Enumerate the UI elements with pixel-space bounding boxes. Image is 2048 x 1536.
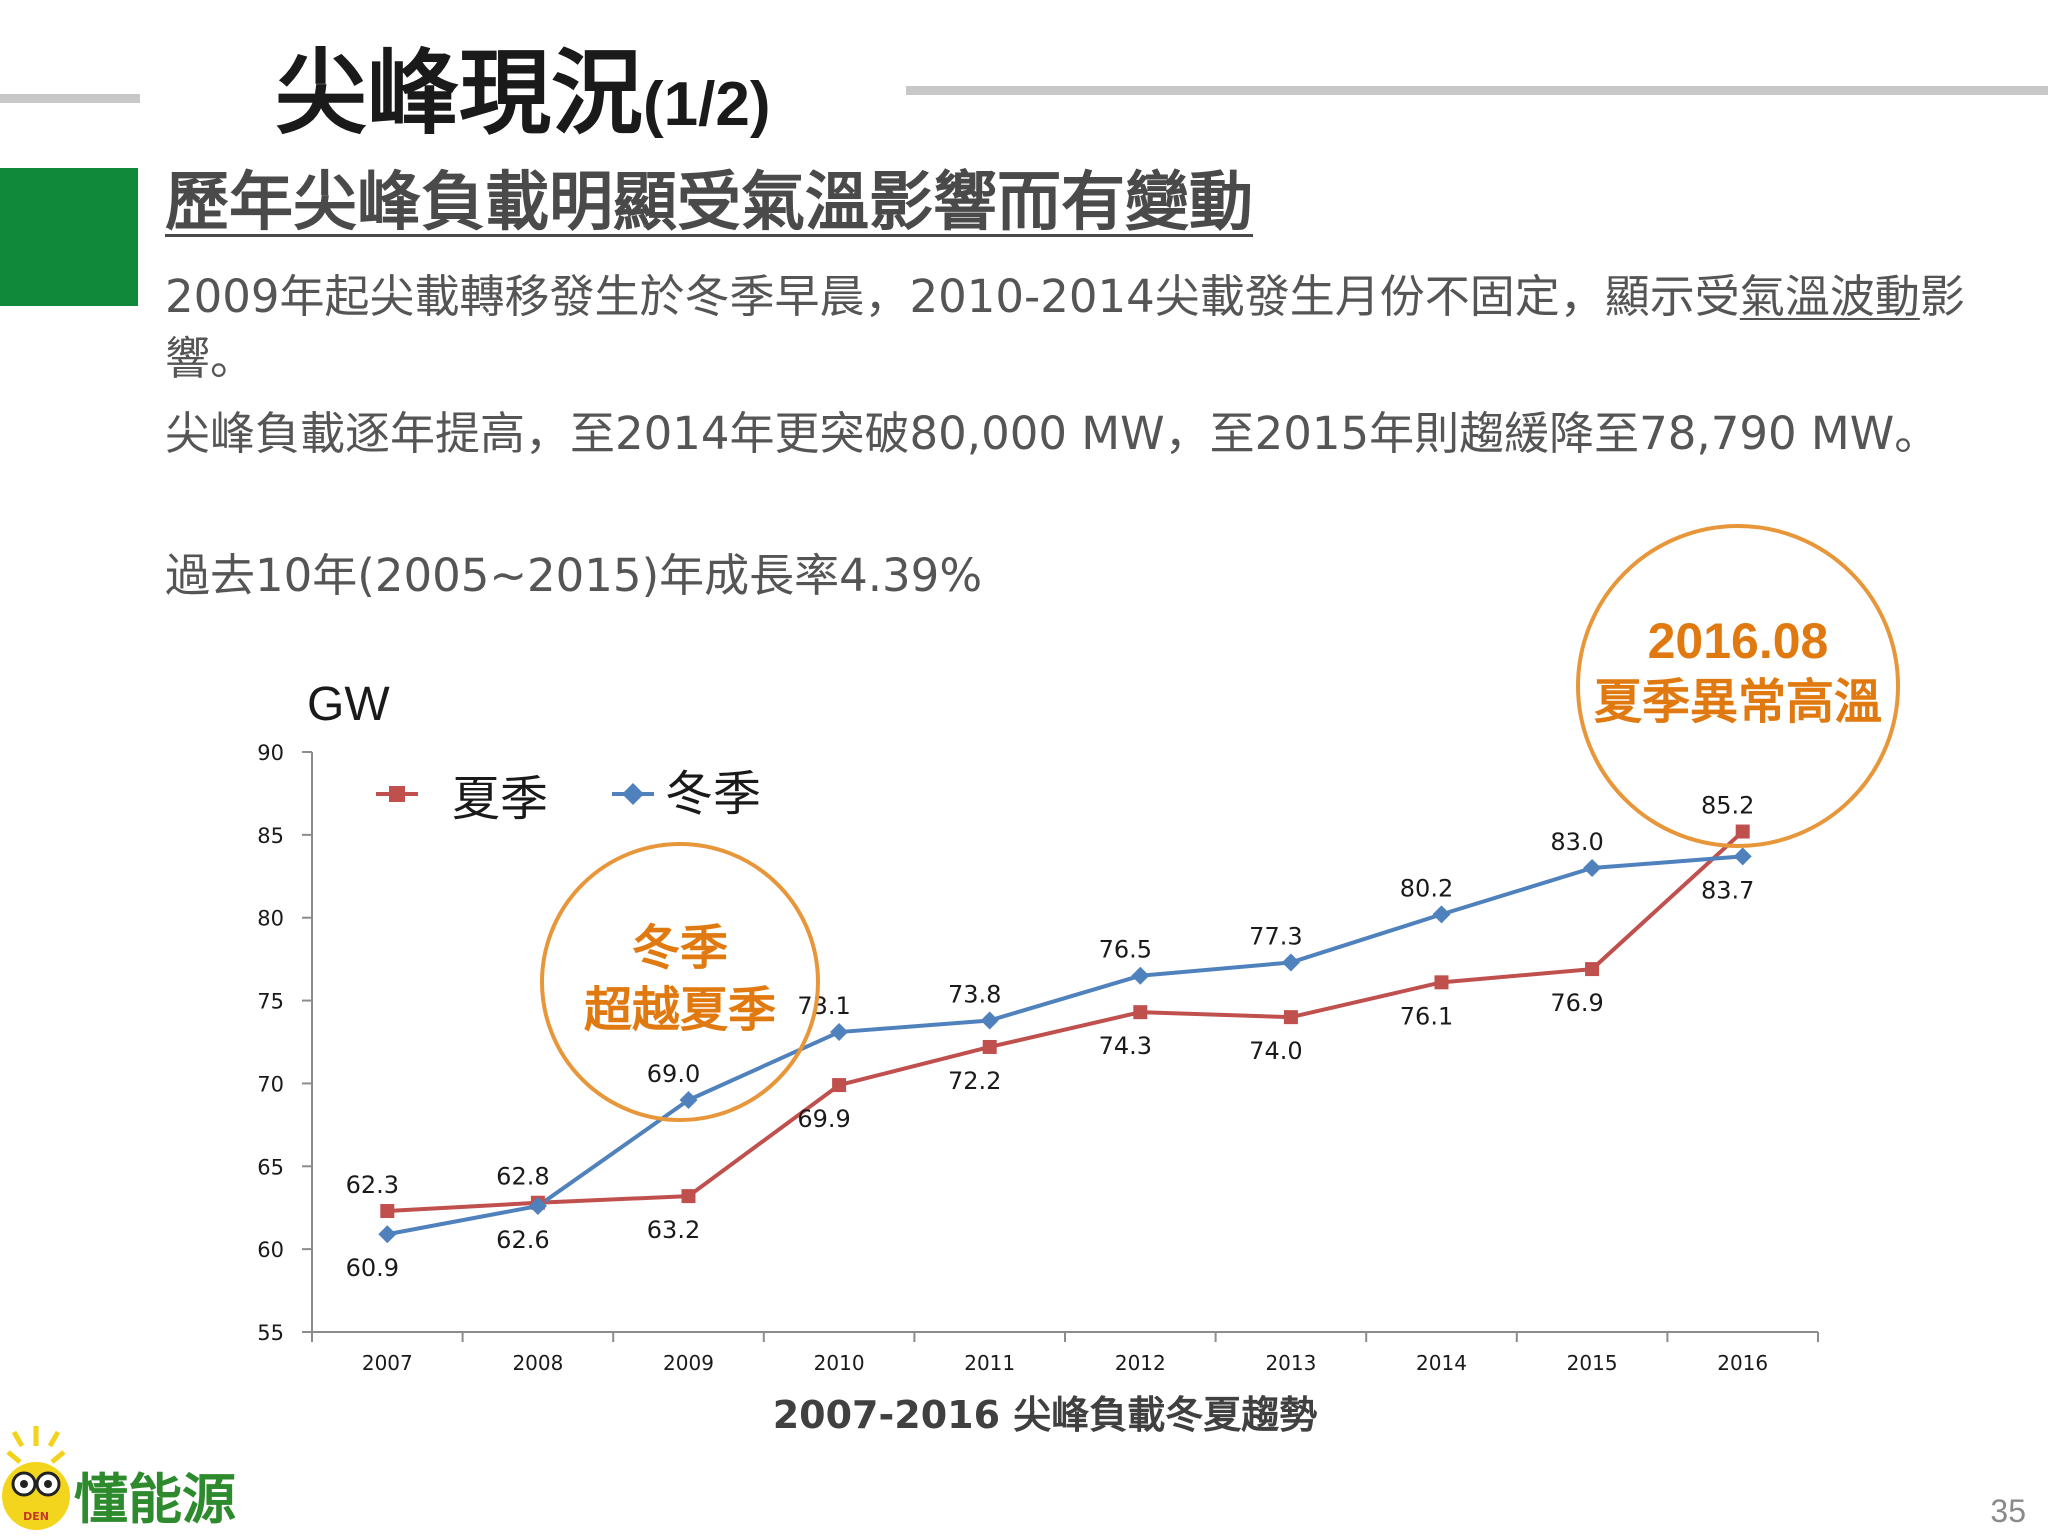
winter-data-label: 73.1 [797, 992, 850, 1020]
bullet-1-tail: 影響。 [165, 270, 1965, 385]
summer-point [1133, 1005, 1148, 1020]
accent-block [0, 168, 138, 306]
winter-point [1131, 966, 1150, 985]
page-number: 35 [1990, 1493, 2026, 1529]
winter-data-label: 83.7 [1701, 876, 1754, 904]
winter-point [1583, 859, 1602, 877]
winter-data-label: 80.2 [1400, 874, 1453, 902]
winter-data-label: 77.3 [1249, 922, 1302, 950]
callout-2016-heat: 2016.08 夏季異常高溫 [1576, 524, 1900, 848]
chart-title: 2007-2016 尖峰負載冬夏趨勢 [773, 1393, 1318, 1437]
bullet-1-underlined: 氣溫波動 [1739, 270, 1920, 323]
series-markers [378, 824, 1752, 1244]
winter-point [1432, 905, 1451, 924]
summer-data-label: 62.8 [496, 1163, 549, 1191]
winter-data-label: 62.6 [496, 1226, 549, 1254]
y-ticks: 55 60 65 70 75 80 85 90 [257, 741, 312, 1345]
legend-label-winter: 冬季 [665, 766, 761, 822]
page-title-main: 尖峰現況 [275, 40, 644, 147]
callout-2-line-1: 2016.08 [1648, 613, 1829, 669]
winter-series-line [386, 854, 1743, 1237]
winter-point [378, 1225, 397, 1244]
sun-mascot-icon: DEN [2, 1426, 70, 1530]
winter-data-label: 60.9 [346, 1254, 399, 1282]
x-ticks: 2007 2008 2009 2010 2011 2012 2013 2014 2015 2016 [311, 1332, 1819, 1375]
legend: 夏季 冬季 [376, 766, 761, 827]
summer-data-label: 62.3 [346, 1171, 399, 1199]
y-tick-label: 65 [257, 1155, 284, 1179]
summer-data-label: 85.2 [1701, 792, 1754, 820]
bullet-2: 尖峰負載逐年提高，至2014年更突破80,000 MW，至2015年則趨緩降至7… [165, 407, 1940, 460]
summer-data-label: 69.9 [797, 1105, 850, 1133]
legend-item-winter: 冬季 [612, 766, 761, 822]
callout-2-line-2: 夏季異常高溫 [1594, 674, 1882, 730]
x-tick-label: 2012 [1115, 1351, 1166, 1375]
page-title-suffix: (1/2) [643, 70, 771, 139]
page-title: 尖峰現況(1/2) [275, 48, 771, 140]
section-subtitle: 歷年尖峰負載明顯受氣溫影響而有變動 [165, 166, 1253, 240]
summer-point [380, 1204, 395, 1219]
callout-winter-exceeds-summer: 冬季 超越夏季 [540, 842, 820, 1122]
legend-label-summer: 夏季 [452, 771, 548, 827]
header-rule-left [0, 94, 140, 103]
winter-data-label: 76.5 [1099, 936, 1152, 964]
y-tick-label: 90 [257, 741, 284, 765]
callout-1-line-1: 冬季 [632, 920, 728, 976]
winter-data-label: 83.0 [1550, 828, 1603, 856]
x-tick-label: 2007 [362, 1351, 413, 1375]
header-rule-right [906, 86, 2048, 95]
x-tick-label: 2016 [1717, 1351, 1768, 1375]
legend-item-summer: 夏季 [376, 771, 548, 827]
data-labels: 62.3 62.8 63.2 69.9 72.2 74.3 74.0 76.1 76.9 85.2… [346, 792, 1755, 1283]
x-tick-label: 2010 [814, 1351, 865, 1375]
y-tick-label: 70 [257, 1072, 284, 1096]
winter-point [980, 1011, 999, 1030]
logo-badge-text: DEN [23, 1510, 49, 1523]
x-tick-label: 2008 [512, 1351, 563, 1375]
winter-point [830, 1023, 849, 1042]
x-tick-label: 2011 [964, 1351, 1015, 1375]
y-tick-label: 75 [257, 990, 284, 1014]
winter-point [679, 1091, 698, 1109]
summer-point [1735, 824, 1750, 839]
winter-point [1281, 953, 1300, 972]
summer-point [832, 1078, 847, 1093]
y-axis-label: GW [307, 678, 390, 731]
callout-1-line-2: 超越夏季 [584, 982, 776, 1038]
y-tick-label: 60 [257, 1238, 284, 1262]
summer-series-line [387, 830, 1745, 1214]
summer-point [1434, 975, 1449, 990]
winter-point [1733, 847, 1752, 866]
summer-point [1585, 962, 1600, 977]
y-tick-label: 80 [257, 907, 284, 931]
winter-data-label: 69.0 [647, 1060, 700, 1088]
brand-logo: DEN 懂能源 [2, 1426, 236, 1531]
x-tick-label: 2013 [1265, 1351, 1316, 1375]
logo-text: 懂能源 [74, 1468, 236, 1531]
summer-data-label: 63.2 [647, 1216, 700, 1244]
y-tick-label: 55 [257, 1321, 284, 1345]
winter-point [528, 1197, 547, 1216]
summer-data-label: 72.2 [948, 1067, 1001, 1095]
summer-data-label: 74.0 [1249, 1037, 1302, 1065]
summer-point [681, 1189, 696, 1204]
bullet-3: 過去10年(2005~2015)年成長率4.39% [165, 549, 983, 602]
x-tick-label: 2015 [1567, 1351, 1618, 1375]
x-tick-label: 2014 [1416, 1351, 1467, 1375]
series-lines [386, 830, 1745, 1237]
x-tick-label: 2009 [663, 1351, 714, 1375]
summer-point [982, 1039, 997, 1054]
summer-data-label: 76.9 [1550, 989, 1603, 1017]
bullet-1-text: 2009年起尖載轉移發生於冬季早晨，2010-2014尖載發生月份不固定，顯示受 [165, 270, 1740, 323]
bullet-1: 2009年起尖載轉移發生於冬季早晨，2010-2014尖載發生月份不固定，顯示受… [165, 266, 1965, 390]
winter-data-label: 73.8 [948, 980, 1001, 1008]
summer-data-label: 76.1 [1400, 1002, 1453, 1030]
summer-data-label: 74.3 [1099, 1032, 1152, 1060]
summer-point [1283, 1010, 1298, 1025]
y-tick-label: 85 [257, 824, 284, 848]
